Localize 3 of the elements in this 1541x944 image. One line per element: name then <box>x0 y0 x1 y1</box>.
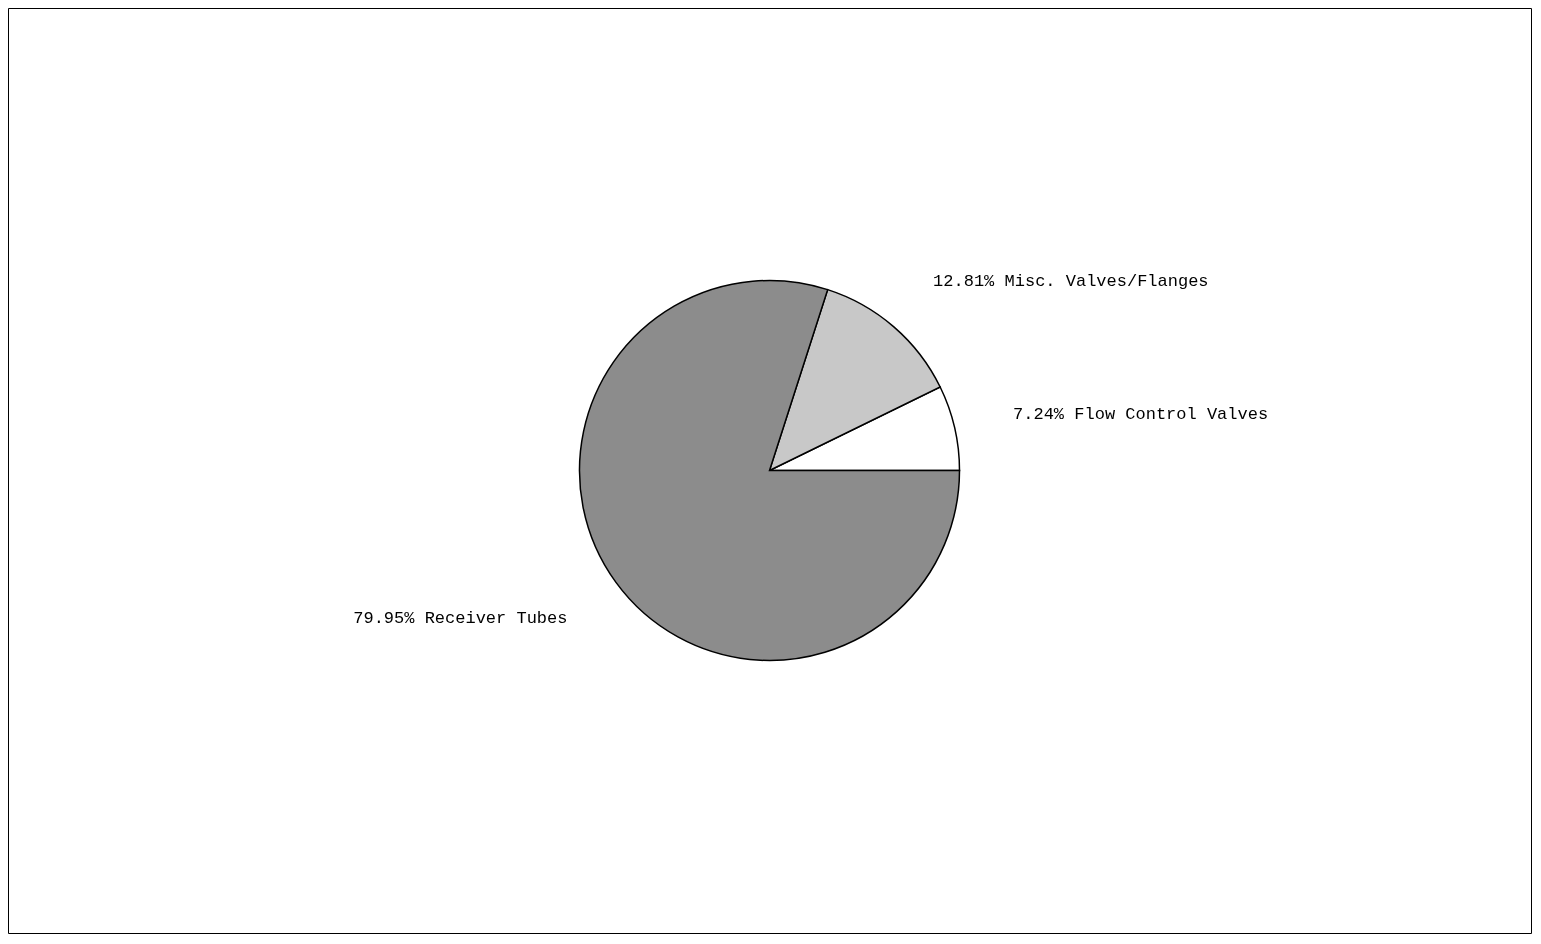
slice-label: 7.24% Flow Control Valves <box>1013 405 1269 425</box>
slice-label: 12.81% Misc. Valves/Flanges <box>933 272 1209 292</box>
slice-label: 79.95% Receiver Tubes <box>353 608 568 628</box>
